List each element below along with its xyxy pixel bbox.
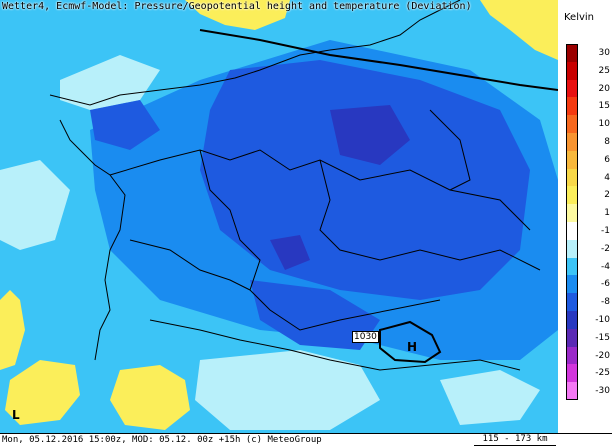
- legend-swatch: [566, 133, 578, 151]
- legend-label: 25: [598, 65, 610, 76]
- warm-patch-west: [0, 290, 25, 370]
- legend-unit: Kelvin: [564, 12, 595, 23]
- legend-label: -1: [601, 225, 610, 236]
- legend-swatch: [566, 150, 578, 169]
- legend-label: -15: [595, 332, 610, 343]
- legend-swatch: [566, 115, 578, 133]
- legend-label: -8: [601, 297, 610, 308]
- legend-label: 1: [604, 208, 610, 219]
- legend-swatch: [566, 346, 578, 365]
- cold-core-2: [270, 235, 310, 270]
- legend-label: -4: [601, 261, 610, 272]
- legend-label: 2: [604, 190, 610, 201]
- legend-swatch: [566, 293, 578, 311]
- low-pressure-marker: L: [12, 408, 20, 422]
- legend-swatch: [566, 204, 578, 222]
- legend-swatch: [566, 311, 578, 329]
- pale-patch-3: [195, 350, 380, 430]
- legend-swatch: [566, 79, 578, 98]
- legend-swatch: [566, 44, 578, 62]
- legend-label: 30: [598, 47, 610, 58]
- map-title: Wetter4, Ecmwf-Model: Pressure/Geopotent…: [2, 1, 472, 12]
- legend-swatch: [566, 257, 578, 276]
- color-legend: Kelvin 30 25 20 15 10 8 6 4 2 1 -1 -2 -4 -6 -8 -10 -15 -2…: [558, 0, 612, 433]
- border-inner-4: [129, 239, 251, 291]
- isobar-1030: [379, 320, 442, 364]
- legend-swatch: [566, 382, 578, 400]
- border-west: [59, 119, 126, 361]
- legend-swatch: [566, 97, 578, 116]
- legend-swatch: [566, 275, 578, 294]
- cold-area-dark-south: [250, 280, 380, 350]
- legend-label: 20: [598, 83, 610, 94]
- legend-label: -30: [595, 386, 610, 397]
- pale-patch-4: [440, 370, 540, 425]
- legend-swatch: [566, 239, 578, 258]
- legend-label: 6: [604, 154, 610, 165]
- legend-label: -2: [601, 243, 610, 254]
- border-inner-1: [109, 149, 531, 231]
- borders: [49, 0, 541, 371]
- scale-bar: 115 - 173 km: [474, 434, 556, 446]
- weather-map: Wetter4, Ecmwf-Model: Pressure/Geopotent…: [0, 0, 558, 433]
- legend-label: -6: [601, 279, 610, 290]
- pressure-label: 1030: [352, 331, 379, 343]
- pale-patch-2: [0, 160, 70, 250]
- legend-swatch: [566, 186, 578, 205]
- pale-patch-1: [60, 55, 160, 110]
- cold-core-1: [330, 105, 410, 165]
- legend-swatch: [566, 168, 578, 187]
- isobar-north: [199, 29, 558, 91]
- warm-patch-south: [110, 365, 190, 430]
- legend-label: 15: [598, 101, 610, 112]
- legend-label: 8: [604, 136, 610, 147]
- warm-patch-northeast: [480, 0, 558, 60]
- coastline-north: [49, 0, 461, 106]
- warm-patch-southwest: [5, 360, 80, 425]
- border-south: [149, 319, 521, 371]
- legend-swatch: [566, 61, 578, 80]
- legend-label: 10: [598, 119, 610, 130]
- cold-area-dark-west: [90, 100, 160, 150]
- legend-label: -20: [595, 350, 610, 361]
- legend-label: -25: [595, 368, 610, 379]
- high-pressure-marker: H: [407, 340, 418, 354]
- legend-label: -10: [595, 314, 610, 325]
- footer-info: Mon, 05.12.2016 15:00z, MOD: 05.12. 00z …: [2, 435, 322, 445]
- legend-swatch: [566, 364, 578, 383]
- border-inner-5: [429, 109, 471, 191]
- border-inner-3: [319, 159, 541, 271]
- legend-label: 4: [604, 172, 610, 183]
- footer-bar: Mon, 05.12.2016 15:00z, MOD: 05.12. 00z …: [0, 433, 612, 446]
- legend-swatch: [566, 222, 578, 240]
- warm-patch-north: [185, 0, 290, 30]
- map-canvas: [0, 0, 558, 433]
- legend-swatch: [566, 328, 578, 347]
